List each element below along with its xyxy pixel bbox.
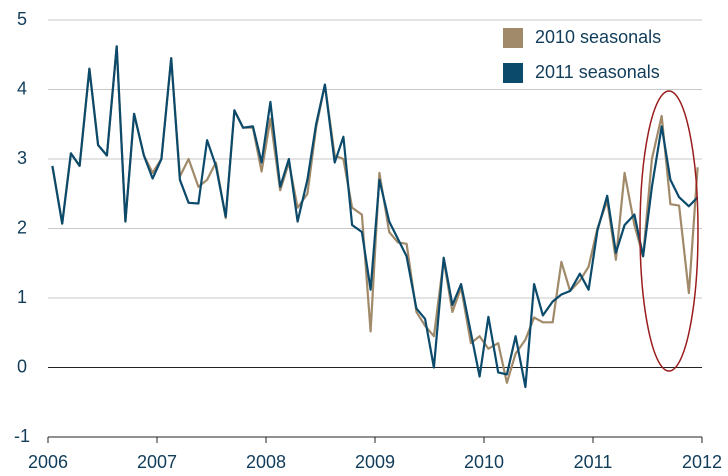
y-tick-label: 2 (17, 217, 27, 237)
legend-label: 2010 seasonals (535, 27, 661, 47)
x-tick-label: 2012 (682, 452, 722, 472)
y-tick-label: 1 (17, 287, 27, 307)
plot: -1 0 1 2 3 4 5 2006 2007 2008 2009 2010 2011 2012 2010… (14, 9, 722, 472)
x-tick-label: 2010 (464, 452, 504, 472)
y-tick-label: 5 (17, 9, 27, 29)
x-tick-label: 2011 (574, 452, 613, 472)
x-tick-label: 2008 (246, 452, 286, 472)
y-tick-label: -1 (14, 426, 30, 446)
x-tick-label: 2007 (137, 452, 177, 472)
y-tick-label: 4 (17, 78, 27, 98)
y-tick-label: 0 (17, 356, 27, 376)
x-tick-label: 2006 (28, 452, 68, 472)
series-line (51, 45, 699, 389)
x-tick-label: 2009 (355, 452, 395, 472)
legend-swatch (503, 63, 523, 83)
highlight-ellipse (639, 90, 699, 372)
legend-swatch (503, 28, 523, 48)
legend-label: 2011 seasonals (535, 62, 660, 82)
y-tick-label: 3 (17, 148, 27, 168)
